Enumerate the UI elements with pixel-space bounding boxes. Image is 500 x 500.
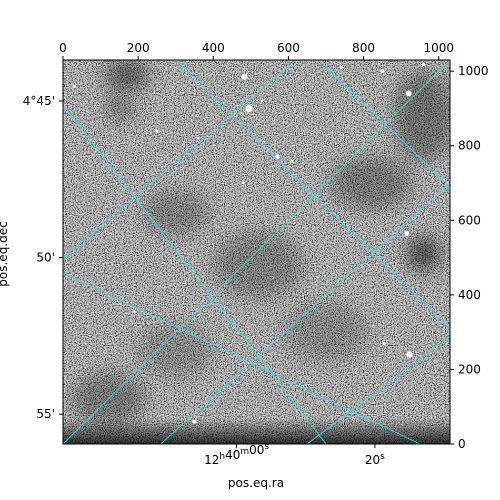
- y-tick-label: 600: [458, 213, 481, 227]
- star-source: [241, 73, 248, 80]
- dark-nebula-patch: [406, 236, 441, 271]
- x-tick-label: 1000: [423, 41, 454, 55]
- y-tick-label: 200: [458, 362, 481, 376]
- ra-tick-value: 20: [365, 453, 380, 467]
- y-tick-label: 1000: [458, 64, 489, 78]
- dark-nebula-patch: [104, 97, 135, 120]
- star-source: [405, 90, 412, 97]
- y-axis-label: pos.eq.dec: [0, 221, 10, 286]
- coordinate-grid: [63, 60, 450, 444]
- dark-nebula-patch: [213, 231, 304, 299]
- ra-tick-label: 20s: [365, 452, 385, 467]
- y-tick-label: 800: [458, 139, 481, 153]
- dark-nebula-patch: [104, 60, 150, 90]
- y-pixel-axis-right: 0 200 400 600 800 1000: [450, 64, 489, 451]
- dark-nebula-patch: [393, 70, 450, 161]
- star-source: [192, 419, 197, 424]
- dec-axis-left: 4°45' 50' 55': [23, 94, 63, 421]
- x-tick-label: 600: [277, 41, 300, 55]
- star-source: [241, 181, 245, 185]
- star-source: [380, 69, 385, 74]
- star-source: [197, 137, 200, 140]
- ra-tick-value: 12: [204, 453, 219, 467]
- star-source: [339, 65, 343, 69]
- sky-image: [63, 60, 450, 444]
- dec-grid-line: [318, 60, 450, 188]
- dark-nebula-patch: [141, 190, 210, 236]
- x-tick-label: 800: [352, 41, 375, 55]
- star-source: [406, 351, 413, 358]
- ra-tick-value: 40: [225, 448, 240, 462]
- dec-tick-label: 50': [36, 251, 55, 265]
- x-tick-label: 400: [202, 41, 225, 55]
- x-axis-label: pos.eq.ra: [228, 476, 284, 490]
- point-sources: [72, 62, 426, 424]
- dark-nebula-patch: [329, 156, 413, 210]
- star-source: [404, 230, 410, 236]
- dark-nebula-patch: [284, 302, 368, 363]
- star-source: [245, 104, 253, 112]
- ra-tick-unit: h: [219, 452, 225, 462]
- ra-grid-line: [160, 182, 450, 444]
- star-source: [155, 129, 159, 133]
- ra-tick-label: 12h40m00s: [204, 442, 269, 467]
- dec-grid-line: [175, 60, 450, 329]
- x-pixel-axis-top: 0 200 400 600 800 1000: [59, 41, 454, 60]
- star-source: [133, 310, 136, 313]
- star-source: [72, 84, 76, 88]
- ra-grid-line: [63, 60, 297, 258]
- dec-grid-line: [63, 272, 421, 444]
- y-tick-label: 0: [458, 437, 466, 451]
- x-tick-label: 200: [127, 41, 150, 55]
- ra-grid-line: [306, 335, 450, 444]
- star-source: [290, 159, 294, 162]
- ra-tick-unit: s: [264, 442, 269, 452]
- dark-nebula-patch: [138, 324, 214, 378]
- dec-tick-label: 55': [36, 407, 55, 421]
- star-source: [382, 341, 386, 345]
- x-tick-label: 0: [59, 41, 67, 55]
- ra-tick-unit: s: [380, 452, 385, 462]
- bottom-edge-shadow: [63, 418, 450, 444]
- star-source: [260, 99, 264, 103]
- y-tick-label: 400: [458, 288, 481, 302]
- ra-tick-value: 00: [249, 443, 264, 457]
- dec-tick-label: 4°45': [23, 94, 55, 108]
- plot-frame: [62, 59, 451, 445]
- dec-grid-line: [63, 104, 327, 444]
- star-source: [422, 62, 426, 66]
- ra-tick-unit: m: [240, 447, 249, 457]
